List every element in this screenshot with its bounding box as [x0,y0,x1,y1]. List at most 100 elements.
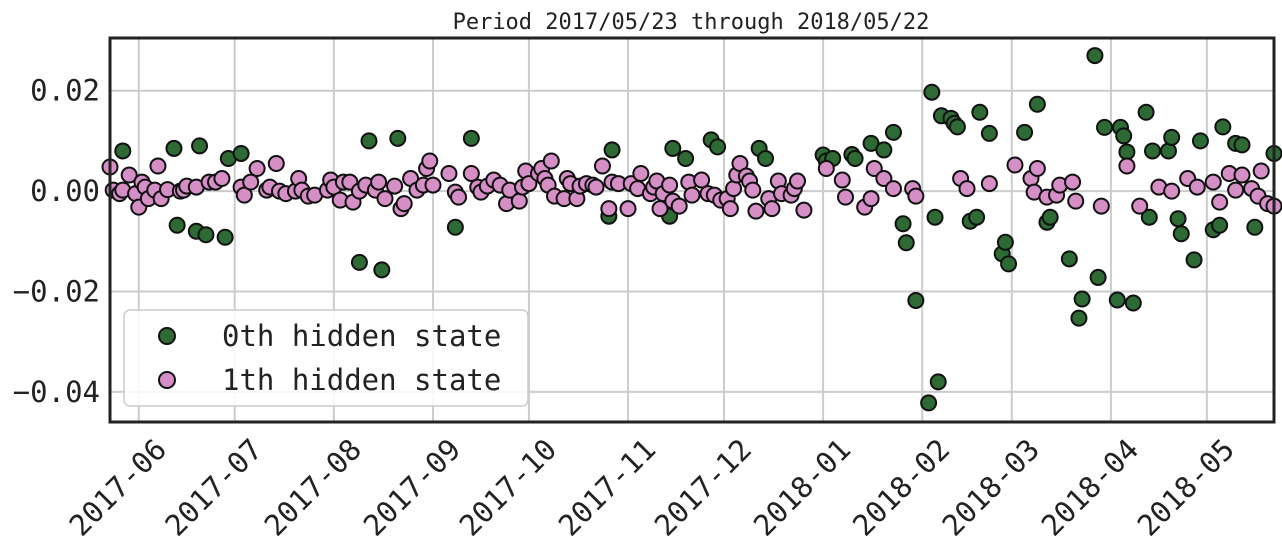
y-tick-label: 0.00 [30,174,100,208]
series-1-point [632,165,650,183]
series-1-point [242,173,260,191]
series-0-point [996,233,1014,251]
series-1-point [520,175,538,193]
series-0-point [1089,268,1107,286]
series-1-point [1233,166,1251,184]
series-1-point [395,195,413,213]
x-tick-label: 2017-09 [357,432,467,542]
series-0-point [1118,143,1136,161]
series-0-point [897,234,915,252]
series-0-point [677,149,695,167]
plot-frame [108,36,1276,424]
series-1-point [763,200,781,218]
series-1-point [907,187,925,205]
series-1-point [1118,157,1136,175]
series-0-point [894,215,912,233]
series-0-point [846,149,864,167]
series-1-point [683,186,701,204]
series-0-point [1086,47,1104,65]
axes: 2017-062017-072017-082017-092017-102017-… [13,36,1276,543]
series-0-point [114,142,132,160]
series-0-point [923,83,941,101]
series-1-point [747,202,765,220]
series-1-point [1064,173,1082,191]
series-1-point [593,157,611,175]
chart-title: Period 2017/05/23 through 2018/05/22 [453,10,930,35]
series-0-point [1211,216,1229,234]
series-0-point [603,141,621,159]
series-1-point [789,172,807,190]
series-1-point [865,160,883,178]
series-1-point [1227,181,1245,199]
series-1-point [661,176,679,194]
series-0-point [1172,225,1190,243]
series-1-point [833,171,851,189]
series-1-point [721,200,739,218]
series-0-point [1041,208,1059,226]
series-1-point [1067,192,1085,210]
series-1-point [875,170,893,188]
series-1-point [1006,156,1024,174]
series-1-point [421,152,439,170]
x-tick-label: 2017-10 [453,432,563,542]
series-0-point [1163,128,1181,146]
series-1-point [510,192,528,210]
series-0-point [929,373,947,391]
series-0-point [1233,136,1251,154]
series-0-point [165,139,183,157]
x-tick-label: 2017-08 [258,432,368,542]
series-0-point [1140,208,1158,226]
x-tick-label: 2018-04 [1035,432,1145,542]
y-tick-label: 0.02 [30,74,100,108]
series-0-point [907,292,925,310]
series-0-point [1143,142,1161,160]
legend-marker [158,327,176,345]
legend-label: 1th hidden state [222,363,501,397]
series-1-point [980,175,998,193]
series-0-point [168,216,186,234]
series-0-point [1096,118,1114,136]
series-0-point [1214,118,1232,136]
series-0-point [875,141,893,159]
data-points [101,47,1282,412]
x-tick-label: 2018-05 [1131,432,1241,542]
series-0-point [232,144,250,162]
series-1-point [795,201,813,219]
series-0-point [197,226,215,244]
series-0-point [1124,294,1142,312]
series-1-point [248,160,266,178]
series-0-point [389,129,407,147]
series-1-point [440,165,458,183]
series-1-point [836,188,854,206]
series-0-point [446,218,464,236]
series-0-point [1070,309,1088,327]
series-1-point [862,190,880,208]
series-0-point [1028,95,1046,113]
series-1-point [1028,160,1046,178]
series-1-point [600,200,618,218]
series-0-point [350,253,368,271]
y-tick-label: −0.04 [13,375,100,409]
series-0-point [191,137,209,155]
series-0-point [1185,251,1203,269]
series-0-point [1073,290,1091,308]
series-1-point [619,200,637,218]
series-0-point [884,123,902,141]
series-0-point [757,149,775,167]
series-0-point [664,139,682,157]
series-0-point [1191,132,1209,150]
series-1-point [542,152,560,170]
series-1-point [817,160,835,178]
series-1-point [884,180,902,198]
series-0-point [709,138,727,156]
series-0-point [948,118,966,136]
series-0-point [1246,218,1264,236]
series-1-point [267,154,285,172]
series-0-point [968,208,986,226]
legend-label: 0th hidden state [222,319,501,353]
series-1-point [376,190,394,208]
legend-marker [158,371,176,389]
x-tick-label: 2017-06 [63,432,173,542]
x-tick-label: 2018-03 [936,432,1046,542]
